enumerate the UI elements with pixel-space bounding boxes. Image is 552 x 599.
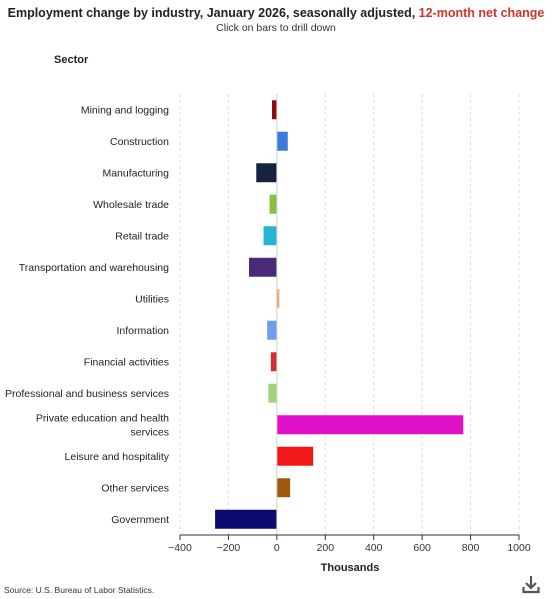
- bar-9[interactable]: [270, 352, 277, 372]
- category-label: services: [130, 426, 169, 438]
- bar-5[interactable]: [263, 226, 277, 246]
- chart-title: Employment change by industry, January 2…: [0, 6, 552, 20]
- category-label: Information: [116, 325, 169, 337]
- x-tick-label: 1000: [507, 542, 531, 554]
- category-label: Mining and logging: [81, 104, 169, 116]
- bar-14[interactable]: [215, 509, 277, 529]
- bar-10[interactable]: [268, 383, 277, 403]
- x-tick-label: 400: [365, 542, 383, 554]
- chart-title-accent: 12-month net change: [418, 6, 545, 20]
- x-tick-label: −200: [217, 542, 241, 554]
- x-tick-label: 0: [274, 542, 280, 554]
- bar-8[interactable]: [267, 320, 277, 340]
- category-label: Leisure and hospitality: [65, 451, 170, 463]
- category-label: Other services: [101, 482, 169, 494]
- download-icon[interactable]: [521, 574, 541, 594]
- bar-6[interactable]: [249, 257, 277, 277]
- chart-title-main: Employment change by industry, January 2…: [7, 6, 419, 20]
- bar-12[interactable]: [276, 446, 314, 466]
- x-tick-label: 600: [413, 542, 431, 554]
- source-note: Source: U.S. Bureau of Labor Statistics.: [4, 585, 155, 595]
- category-label: Wholesale trade: [93, 199, 169, 211]
- bar-4[interactable]: [269, 194, 277, 214]
- bar-7[interactable]: [276, 289, 280, 309]
- category-label: Professional and business services: [5, 388, 169, 400]
- x-tick-label: 800: [462, 542, 480, 554]
- category-label: Construction: [110, 136, 169, 148]
- bar-1[interactable]: [272, 100, 277, 120]
- bar-11[interactable]: [276, 415, 464, 435]
- category-axis-title: Sector: [54, 54, 89, 66]
- category-label: Utilities: [135, 293, 169, 305]
- bar-3[interactable]: [256, 163, 277, 183]
- bar-2[interactable]: [276, 131, 288, 151]
- category-label: Financial activities: [84, 356, 169, 368]
- category-label: Retail trade: [115, 230, 169, 242]
- category-label: Private education and health: [36, 412, 169, 424]
- bar-13[interactable]: [276, 478, 291, 498]
- category-label: Transportation and warehousing: [19, 262, 169, 274]
- value-axis-title: Thousands: [321, 562, 380, 574]
- x-tick-label: 200: [317, 542, 335, 554]
- chart-subtitle: Click on bars to drill down: [216, 22, 336, 34]
- category-label: Government: [111, 514, 169, 526]
- x-tick-label: −400: [168, 542, 192, 554]
- category-label: Manufacturing: [102, 167, 169, 179]
